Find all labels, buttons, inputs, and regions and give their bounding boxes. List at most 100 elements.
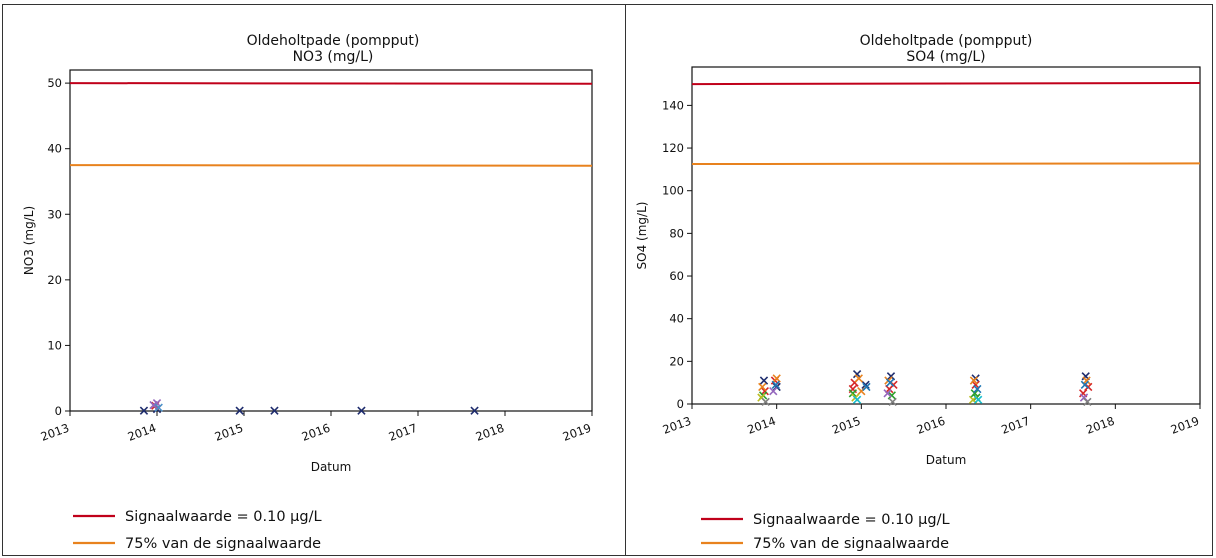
data-point-marker bbox=[357, 406, 366, 415]
y-tick-label: 140 bbox=[662, 98, 684, 112]
marker-stroke bbox=[235, 406, 244, 415]
data-point-marker bbox=[887, 391, 896, 400]
y-tick-label: 0 bbox=[55, 404, 62, 418]
x-tick-label: 2013 bbox=[661, 414, 693, 437]
marker-stroke bbox=[885, 378, 895, 387]
marker-stroke bbox=[970, 389, 979, 398]
data-point-marker bbox=[149, 400, 158, 410]
data-point-marker bbox=[974, 395, 983, 404]
chart-subtitle: NO3 (mg/L) bbox=[293, 49, 374, 65]
chart-subtitle: SO4 (mg/L) bbox=[906, 49, 985, 65]
data-point-marker bbox=[761, 397, 770, 407]
data-point-marker bbox=[854, 374, 863, 383]
x-tick-label: 2019 bbox=[1169, 414, 1201, 437]
marker-stroke bbox=[848, 389, 858, 398]
marker-stroke bbox=[1084, 382, 1093, 392]
y-axis-label: SO4 (mg/L) bbox=[635, 202, 649, 270]
data-point-marker bbox=[759, 376, 769, 385]
marker-stroke bbox=[758, 382, 767, 392]
marker-stroke bbox=[1081, 372, 1090, 381]
data-point-marker bbox=[769, 387, 778, 396]
data-point-marker bbox=[771, 380, 780, 389]
marker-stroke bbox=[771, 380, 780, 389]
x-tick-label: 2018 bbox=[1084, 414, 1116, 437]
marker-stroke bbox=[886, 372, 896, 381]
data-point-marker bbox=[1082, 376, 1091, 385]
marker-stroke bbox=[761, 397, 770, 407]
marker-stroke bbox=[971, 380, 980, 389]
marker-stroke bbox=[883, 389, 892, 398]
chart-title: Oldeholtpade (pompput) bbox=[860, 33, 1033, 49]
marker-stroke bbox=[852, 395, 862, 404]
data-point-marker bbox=[760, 387, 769, 396]
x-tick-label: 2019 bbox=[561, 421, 593, 444]
data-point-marker bbox=[888, 397, 897, 407]
marker-stroke bbox=[1083, 397, 1092, 407]
marker-stroke bbox=[973, 384, 982, 394]
data-point-marker bbox=[848, 389, 858, 398]
y-tick-label: 40 bbox=[47, 142, 62, 156]
data-point-marker bbox=[154, 403, 163, 412]
data-point-marker bbox=[970, 389, 979, 398]
marker-stroke bbox=[357, 406, 366, 415]
data-point-marker bbox=[861, 380, 870, 389]
y-tick-label: 20 bbox=[47, 273, 62, 287]
legend-label: 75% van de signaalwaarde bbox=[125, 536, 321, 552]
data-point-marker bbox=[758, 382, 767, 392]
data-point-marker bbox=[1080, 380, 1090, 389]
marker-stroke bbox=[1078, 389, 1088, 398]
marker-stroke bbox=[772, 374, 781, 383]
marker-stroke bbox=[139, 406, 149, 415]
y-tick-label: 10 bbox=[47, 338, 62, 352]
plot-frame bbox=[69, 69, 593, 412]
data-point-marker bbox=[885, 384, 894, 394]
marker-stroke bbox=[887, 391, 896, 400]
chart-panel-no3: Oldeholtpade (pompput) NO3 (mg/L) 0 10 20 30 4… bbox=[2, 4, 626, 556]
marker-stroke bbox=[149, 400, 158, 410]
no3-chart: Oldeholtpade (pompput)NO3 (mg/L)01020304… bbox=[22, 33, 593, 552]
marker-stroke bbox=[969, 376, 979, 385]
marker-stroke bbox=[1080, 380, 1090, 389]
y-tick-label: 100 bbox=[662, 184, 684, 198]
chart-panel-so4: Oldeholtpade (pompput) SO4 (mg/L) 0 20 40 60 8… bbox=[625, 4, 1213, 556]
data-point-marker bbox=[883, 389, 892, 398]
plot-frame bbox=[691, 66, 1201, 405]
x-tick-label: 2018 bbox=[474, 421, 506, 444]
marker-stroke bbox=[270, 406, 279, 415]
marker-stroke bbox=[470, 406, 479, 415]
marker-stroke bbox=[854, 374, 863, 383]
data-point-marker bbox=[852, 369, 862, 379]
so4-chart: Oldeholtpade (pompput)SO4 (mg/L)02040608… bbox=[635, 33, 1201, 552]
data-point-marker bbox=[852, 395, 862, 404]
data-point-marker bbox=[1083, 397, 1092, 407]
x-tick-label: 2015 bbox=[830, 414, 862, 437]
marker-stroke bbox=[1079, 393, 1089, 402]
marker-stroke bbox=[760, 387, 769, 396]
marker-stroke bbox=[862, 382, 871, 392]
x-axis-label: Datum bbox=[311, 460, 352, 474]
y-tick-label: 40 bbox=[669, 312, 684, 326]
x-tick-label: 2015 bbox=[213, 421, 245, 444]
marker-stroke bbox=[769, 387, 778, 396]
marker-stroke bbox=[757, 393, 766, 402]
x-tick-label: 2016 bbox=[300, 421, 332, 444]
y-axis-label: NO3 (mg/L) bbox=[22, 206, 36, 275]
legend-label: Signaalwaarde = 0.10 µg/L bbox=[125, 509, 322, 525]
x-tick-label: 2017 bbox=[387, 421, 419, 444]
legend-label: Signaalwaarde = 0.10 µg/L bbox=[753, 512, 950, 528]
marker-stroke bbox=[1082, 376, 1091, 385]
y-tick-label: 60 bbox=[669, 269, 684, 283]
data-point-marker bbox=[862, 382, 871, 392]
x-tick-label: 2017 bbox=[999, 414, 1031, 437]
data-point-marker bbox=[772, 374, 781, 383]
marker-stroke bbox=[759, 376, 769, 385]
legend-label: 75% van de signaalwaarde bbox=[753, 536, 949, 552]
reference-line bbox=[691, 162, 1201, 166]
data-point-marker bbox=[270, 406, 279, 415]
x-tick-label: 2014 bbox=[126, 421, 158, 444]
data-point-marker bbox=[235, 406, 244, 415]
y-tick-label: 0 bbox=[677, 397, 684, 411]
x-axis-label: Datum bbox=[926, 453, 967, 467]
reference-line bbox=[691, 81, 1201, 86]
marker-stroke bbox=[974, 395, 983, 404]
